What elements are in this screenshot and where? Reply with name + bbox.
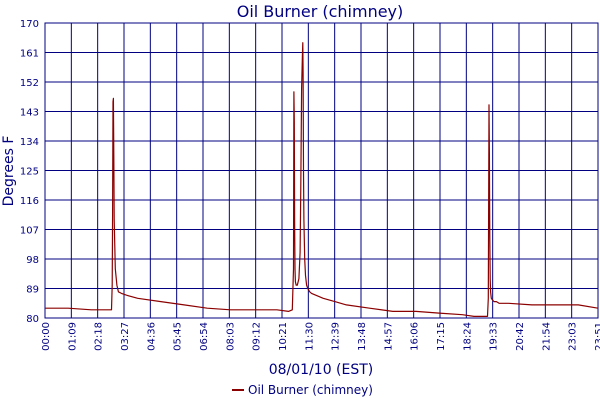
y-axis-ticks: 80 89 98 107 116 125 134 143 152 161 170 [20, 19, 39, 325]
legend-label: Oil Burner (chimney) [248, 383, 373, 397]
y-tick-label: 134 [20, 137, 39, 148]
grid [44, 22, 599, 319]
x-tick-label: 13:48 [357, 322, 368, 351]
x-tick-label: 18:24 [462, 322, 473, 351]
x-tick-label: 06:54 [199, 322, 210, 351]
x-tick-label: 05:45 [173, 322, 184, 351]
x-tick-label: 00:00 [41, 322, 52, 351]
x-tick-label: 21:54 [541, 322, 552, 351]
x-tick-label: 04:36 [146, 322, 157, 351]
y-tick-label: 89 [26, 285, 39, 296]
y-tick-label: 116 [20, 196, 39, 207]
legend: Oil Burner (chimney) [232, 383, 373, 397]
y-axis-label: Degrees F [1, 136, 17, 207]
chart-title: Oil Burner (chimney) [237, 2, 404, 21]
x-tick-label: 16:06 [410, 322, 421, 351]
x-axis-ticks: 00:00 01:09 02:18 03:27 04:36 05:45 06:54 08:03… [41, 322, 600, 351]
x-tick-label: 17:15 [436, 322, 447, 351]
y-tick-label: 80 [26, 314, 39, 325]
x-tick-label: 03:27 [120, 322, 131, 351]
x-tick-label: 11:30 [304, 322, 315, 351]
x-tick-label: 20:42 [515, 322, 526, 351]
series-line-oil-burner [45, 42, 599, 317]
y-tick-label: 143 [20, 108, 39, 119]
x-tick-label: 23:03 [568, 322, 579, 351]
x-tick-label: 02:18 [94, 322, 105, 351]
x-tick-label: 19:33 [489, 322, 500, 351]
y-tick-label: 170 [20, 19, 39, 30]
x-tick-label: 10:21 [278, 322, 289, 351]
y-tick-label: 98 [26, 255, 39, 266]
series-layer [45, 42, 599, 317]
x-axis-label: 08/01/10 (EST) [269, 362, 374, 378]
x-tick-label: 09:12 [252, 322, 263, 351]
y-tick-label: 152 [20, 78, 39, 89]
y-tick-label: 125 [20, 167, 39, 178]
x-tick-label: 08:03 [225, 322, 236, 351]
y-tick-label: 107 [20, 226, 39, 237]
x-tick-label: 01:09 [67, 322, 78, 351]
x-tick-label: 23:51 [594, 322, 600, 351]
y-tick-label: 161 [20, 49, 39, 60]
plot-area [44, 22, 599, 319]
x-tick-label: 12:39 [331, 322, 342, 351]
x-tick-label: 14:57 [383, 322, 394, 351]
